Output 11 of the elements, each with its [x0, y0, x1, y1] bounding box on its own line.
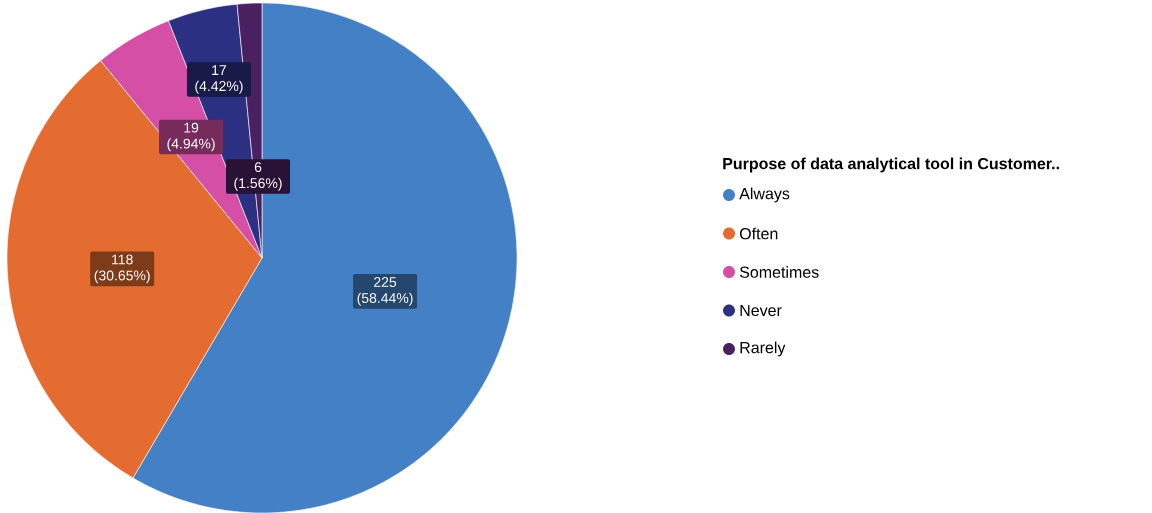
data-label: 6 (1.56%)	[234, 162, 282, 191]
legend-label: Always	[739, 187, 790, 203]
legend-label: Sometimes	[739, 265, 819, 278]
data-label: 225 (58.44%)	[357, 276, 413, 306]
data-label: 17 (4.42%)	[195, 65, 243, 94]
legend-label: Often	[739, 227, 778, 240]
data-label: 19 (4.94%)	[167, 122, 215, 152]
legend-label: Never	[740, 304, 782, 316]
legend-label: Rarely	[740, 341, 786, 357]
data-label: 118 (30.65%)	[94, 254, 150, 284]
legend-title: Purpose of data analytical tool in Customer..	[723, 157, 1059, 173]
